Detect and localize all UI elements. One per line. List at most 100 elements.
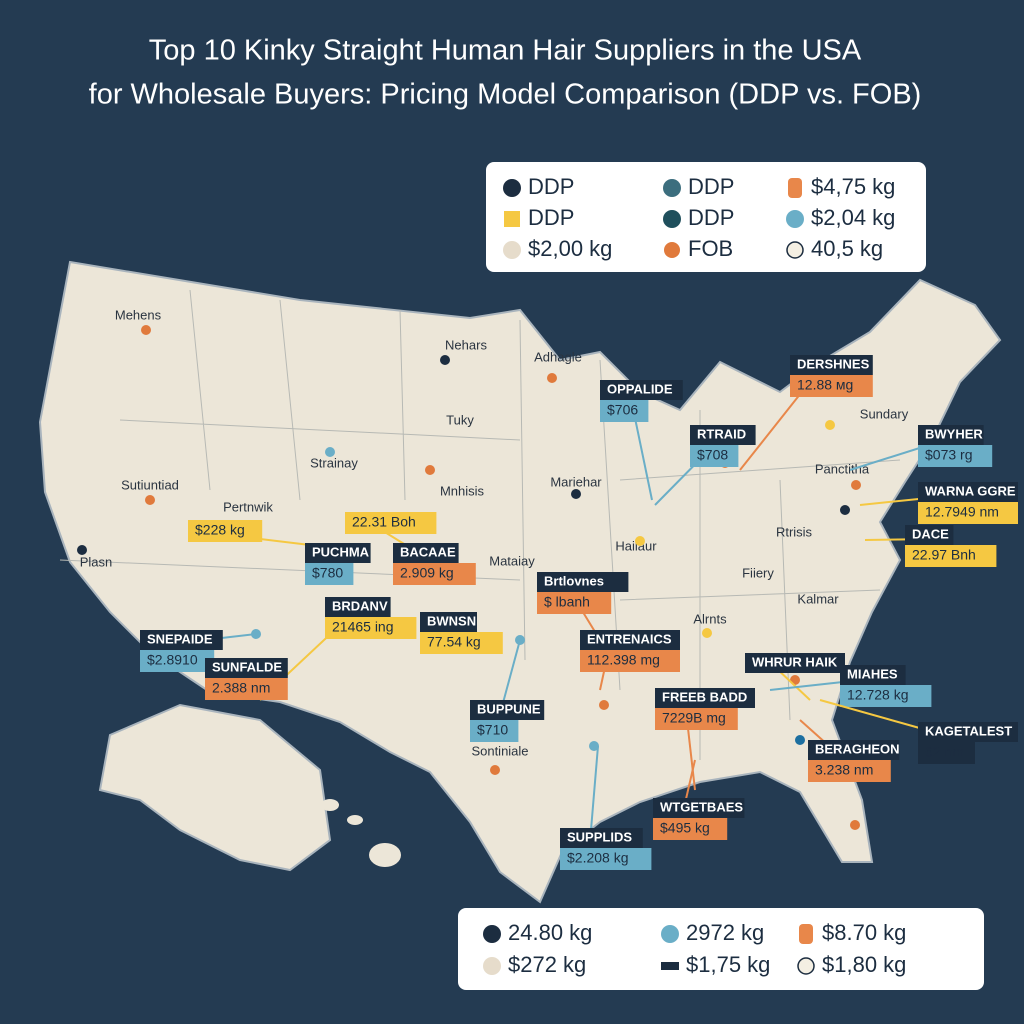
legend-label: $272 kg xyxy=(508,952,586,977)
callout-value: 2.909 kg xyxy=(400,565,454,581)
hawaii xyxy=(321,799,401,867)
legend-icon xyxy=(788,178,802,198)
callout-value-box xyxy=(305,563,354,585)
callout-name-box xyxy=(840,665,906,685)
callout-value: $228 kg xyxy=(195,522,245,538)
location-dot xyxy=(825,420,835,430)
callout-value-box xyxy=(600,400,649,422)
callout-value: $708 xyxy=(697,447,728,463)
place-label: Sundary xyxy=(860,406,909,421)
callout: MIAHES 12.728 kg xyxy=(769,665,932,707)
legend-label: $1,75 kg xyxy=(686,952,770,977)
legend-label: $1,80 kg xyxy=(822,952,906,977)
callout-value: $2.208 kg xyxy=(567,850,629,866)
callout-name: WTGETBAES xyxy=(660,799,743,814)
legend-icon xyxy=(661,925,679,943)
callout-name: RTRAID xyxy=(697,426,746,441)
callout-value-box xyxy=(918,445,993,467)
legend-label: DDP xyxy=(688,174,734,199)
callout-name-box xyxy=(790,355,873,375)
callout-name: BRDANV xyxy=(332,598,388,613)
legend-icon xyxy=(503,241,521,259)
callout-value: 77.54 kg xyxy=(427,634,481,650)
place-label: Kalmar xyxy=(797,591,839,606)
callout-name-box xyxy=(653,798,745,818)
place-label: Mariehar xyxy=(550,474,602,489)
callout-value: $780 xyxy=(312,565,343,581)
callout-value-box xyxy=(420,632,503,654)
callout-name-box xyxy=(393,543,459,563)
callout-name-box xyxy=(918,482,1018,502)
callout-name: Brtlovnes xyxy=(544,573,604,588)
callout: $228 kg xyxy=(188,520,311,546)
callout-value-box xyxy=(345,512,437,534)
legend-icon xyxy=(663,210,681,228)
callout: BUPPUNE $710 xyxy=(470,639,545,742)
location-dot xyxy=(490,765,500,775)
legend-box xyxy=(458,908,984,990)
callout-name: ENTRENAICS xyxy=(587,631,672,646)
callout-name: DACE xyxy=(912,526,949,541)
legend-icon xyxy=(786,210,804,228)
place-label: Nehars xyxy=(445,337,487,352)
callout-value: 7229B mg xyxy=(662,710,726,726)
callout: WARNA GGRE 12.7949 nm xyxy=(859,482,1018,524)
callout-value-box xyxy=(840,685,932,707)
callout-name-box xyxy=(305,543,371,563)
callout-value-box xyxy=(140,650,215,672)
callout: OPPALIDE $706 xyxy=(600,380,683,501)
legend-label: FOB xyxy=(688,236,733,261)
callout-name-box xyxy=(918,425,984,445)
place-label: Mnhisis xyxy=(440,483,485,498)
place-label: Hailaur xyxy=(615,538,657,553)
callout-name: KAGETALEST xyxy=(925,723,1012,738)
callout-name: BWYHER xyxy=(925,426,983,441)
location-dot xyxy=(547,373,557,383)
location-dot xyxy=(599,700,609,710)
callout: BACAAE 2.909 kg xyxy=(393,543,476,585)
title-line: for Wholesale Buyers: Pricing Model Comp… xyxy=(89,79,922,111)
location-dot xyxy=(77,545,87,555)
legend-label: DDP xyxy=(688,205,734,230)
place-label: Rtrisis xyxy=(776,524,813,539)
place-label: Mehens xyxy=(115,307,162,322)
legend-label: 40,5 kg xyxy=(811,236,883,261)
callout-value-box xyxy=(690,445,739,467)
callout: DERSHNES 12.88 мg xyxy=(739,355,873,471)
legend-label: DDP xyxy=(528,205,574,230)
callout: RTRAID $708 xyxy=(654,425,756,506)
legend-icon xyxy=(661,962,679,970)
callout-value: 22.31 Boh xyxy=(352,514,416,530)
location-dot xyxy=(840,505,850,515)
callout-name: FREEB BADD xyxy=(662,689,747,704)
place-label: Fiiery xyxy=(742,565,774,580)
state-borders xyxy=(59,289,901,760)
callout-name-box xyxy=(560,828,643,848)
place-label: Strainay xyxy=(310,455,358,470)
legend-icon xyxy=(483,957,501,975)
callout-name: DERSHNES xyxy=(797,356,870,371)
place-label: Mataiay xyxy=(489,553,535,568)
callout-name: WARNA GGRE xyxy=(925,483,1016,498)
callout-name: SNEPAIDE xyxy=(147,631,213,646)
callout-value: 22.97 Bnh xyxy=(912,547,976,563)
place-label: Tuky xyxy=(446,412,474,427)
callout-value: $073 rg xyxy=(925,447,972,463)
callout-value: 12.7949 nm xyxy=(925,504,999,520)
callout-value-box xyxy=(808,760,891,782)
callout-value-box xyxy=(393,563,476,585)
title-line: Top 10 Kinky Straight Human Hair Supplie… xyxy=(149,35,862,67)
callout-name: BWNSN xyxy=(427,613,476,628)
callout: SUNFALDE 2.388 nm xyxy=(205,658,288,700)
place-label: Sontiniale xyxy=(471,743,528,758)
callout-value-box xyxy=(790,375,873,397)
callout-value: 62 nm xyxy=(925,744,964,760)
callout-name-box xyxy=(537,572,629,592)
alaska xyxy=(98,703,332,872)
callout: KAGETALEST 62 nm xyxy=(819,699,1018,764)
legend-label: $4,75 kg xyxy=(811,174,895,199)
legend-box xyxy=(486,162,926,272)
legend-bottom: 24.80 kg 2972 kg $8.70 kg $272 kg $1,75 kg $1… xyxy=(458,908,984,990)
legend-icon xyxy=(663,179,681,197)
